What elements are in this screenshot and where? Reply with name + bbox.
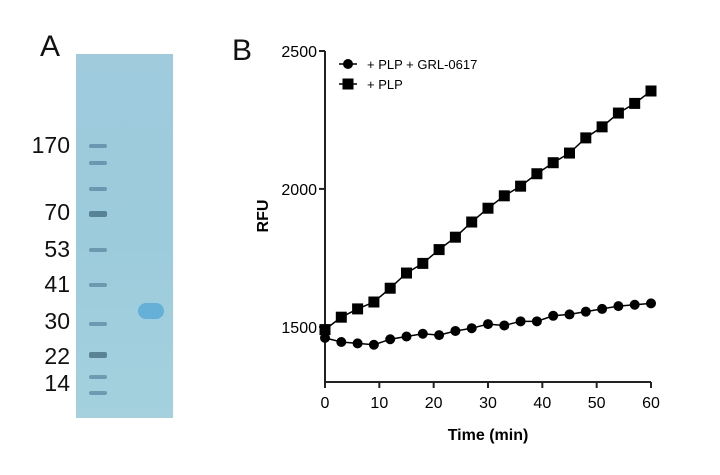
y-tick-label: 1500 xyxy=(281,320,317,337)
x-tick-label: 10 xyxy=(370,395,388,412)
ladder-band xyxy=(89,283,107,287)
data-point-circle xyxy=(352,338,363,349)
data-point-circle xyxy=(385,334,396,345)
y-tick-label: 2500 xyxy=(281,44,317,61)
data-point-circle xyxy=(368,339,379,350)
ladder-band xyxy=(89,187,107,191)
data-point-circle xyxy=(320,332,330,343)
panel-b-label: B xyxy=(232,34,253,67)
x-tick-label: 40 xyxy=(533,395,551,412)
ladder-band xyxy=(89,144,107,148)
marker-label-22: 22 xyxy=(44,343,70,369)
data-point-circle xyxy=(564,309,575,320)
x-tick-label: 50 xyxy=(588,395,606,412)
data-point-square xyxy=(433,244,445,256)
ladder-band xyxy=(89,211,107,217)
data-point-circle xyxy=(531,316,542,327)
data-point-square xyxy=(417,257,429,269)
data-point-square xyxy=(335,311,347,323)
data-point-square xyxy=(466,216,478,228)
data-point-circle xyxy=(597,303,608,314)
ladder-band xyxy=(89,375,107,379)
marker-label-14: 14 xyxy=(44,370,70,396)
panel-a-label: A xyxy=(40,30,61,63)
data-point-square xyxy=(564,147,575,159)
data-point-square xyxy=(319,324,331,336)
x-axis-label: Time (min) xyxy=(448,427,529,444)
data-point-square xyxy=(449,231,461,243)
data-point-circle xyxy=(466,323,477,334)
marker-label-170: 170 xyxy=(31,132,70,158)
data-point-square xyxy=(384,282,396,294)
data-point-circle xyxy=(336,337,347,348)
marker-label-53: 53 xyxy=(44,236,70,262)
data-point-circle xyxy=(401,331,412,342)
sds-page-gel xyxy=(76,54,173,418)
y-tick-label: 2000 xyxy=(281,182,317,199)
data-point-square xyxy=(580,132,592,144)
data-point-square xyxy=(401,267,412,279)
ladder-band xyxy=(89,248,107,252)
data-point-circle xyxy=(629,299,640,310)
data-point-square xyxy=(612,107,624,119)
legend-marker-circle xyxy=(343,59,353,69)
data-point-circle xyxy=(646,298,656,309)
data-point-square xyxy=(482,202,494,214)
series-circle xyxy=(320,298,656,350)
data-point-square xyxy=(531,168,543,180)
ladder-band xyxy=(89,161,107,165)
marker-label-41: 41 xyxy=(44,271,70,297)
data-point-square xyxy=(547,157,559,169)
data-point-square xyxy=(629,97,641,109)
marker-label-30: 30 xyxy=(44,308,70,334)
protein-band xyxy=(138,303,164,319)
data-point-circle xyxy=(548,310,559,321)
data-point-square xyxy=(368,296,380,308)
x-tick-label: 30 xyxy=(479,395,497,412)
legend-marker-square xyxy=(342,78,354,90)
data-point-circle xyxy=(483,319,493,330)
data-point-circle xyxy=(450,325,461,336)
data-point-circle xyxy=(613,301,624,312)
data-point-circle xyxy=(434,330,445,341)
ladder-band xyxy=(89,322,107,326)
data-point-square xyxy=(352,303,364,315)
data-point-circle xyxy=(515,316,526,327)
x-tick-label: 0 xyxy=(321,395,330,412)
ladder-band xyxy=(89,391,107,395)
x-tick-label: 60 xyxy=(642,395,660,412)
data-point-circle xyxy=(417,328,428,339)
data-point-square xyxy=(498,190,510,202)
series-square xyxy=(319,85,657,336)
data-point-square xyxy=(645,85,657,97)
legend-label: + PLP + GRL-0617 xyxy=(367,57,477,72)
y-axis-label: RFU xyxy=(255,200,272,233)
marker-label-70: 70 xyxy=(44,199,70,225)
data-point-circle xyxy=(499,320,510,331)
data-point-square xyxy=(596,121,608,133)
x-tick-label: 20 xyxy=(425,395,443,412)
legend-label: + PLP xyxy=(367,77,403,92)
data-point-circle xyxy=(580,306,591,317)
data-point-square xyxy=(515,180,527,192)
ladder-band xyxy=(89,352,107,358)
